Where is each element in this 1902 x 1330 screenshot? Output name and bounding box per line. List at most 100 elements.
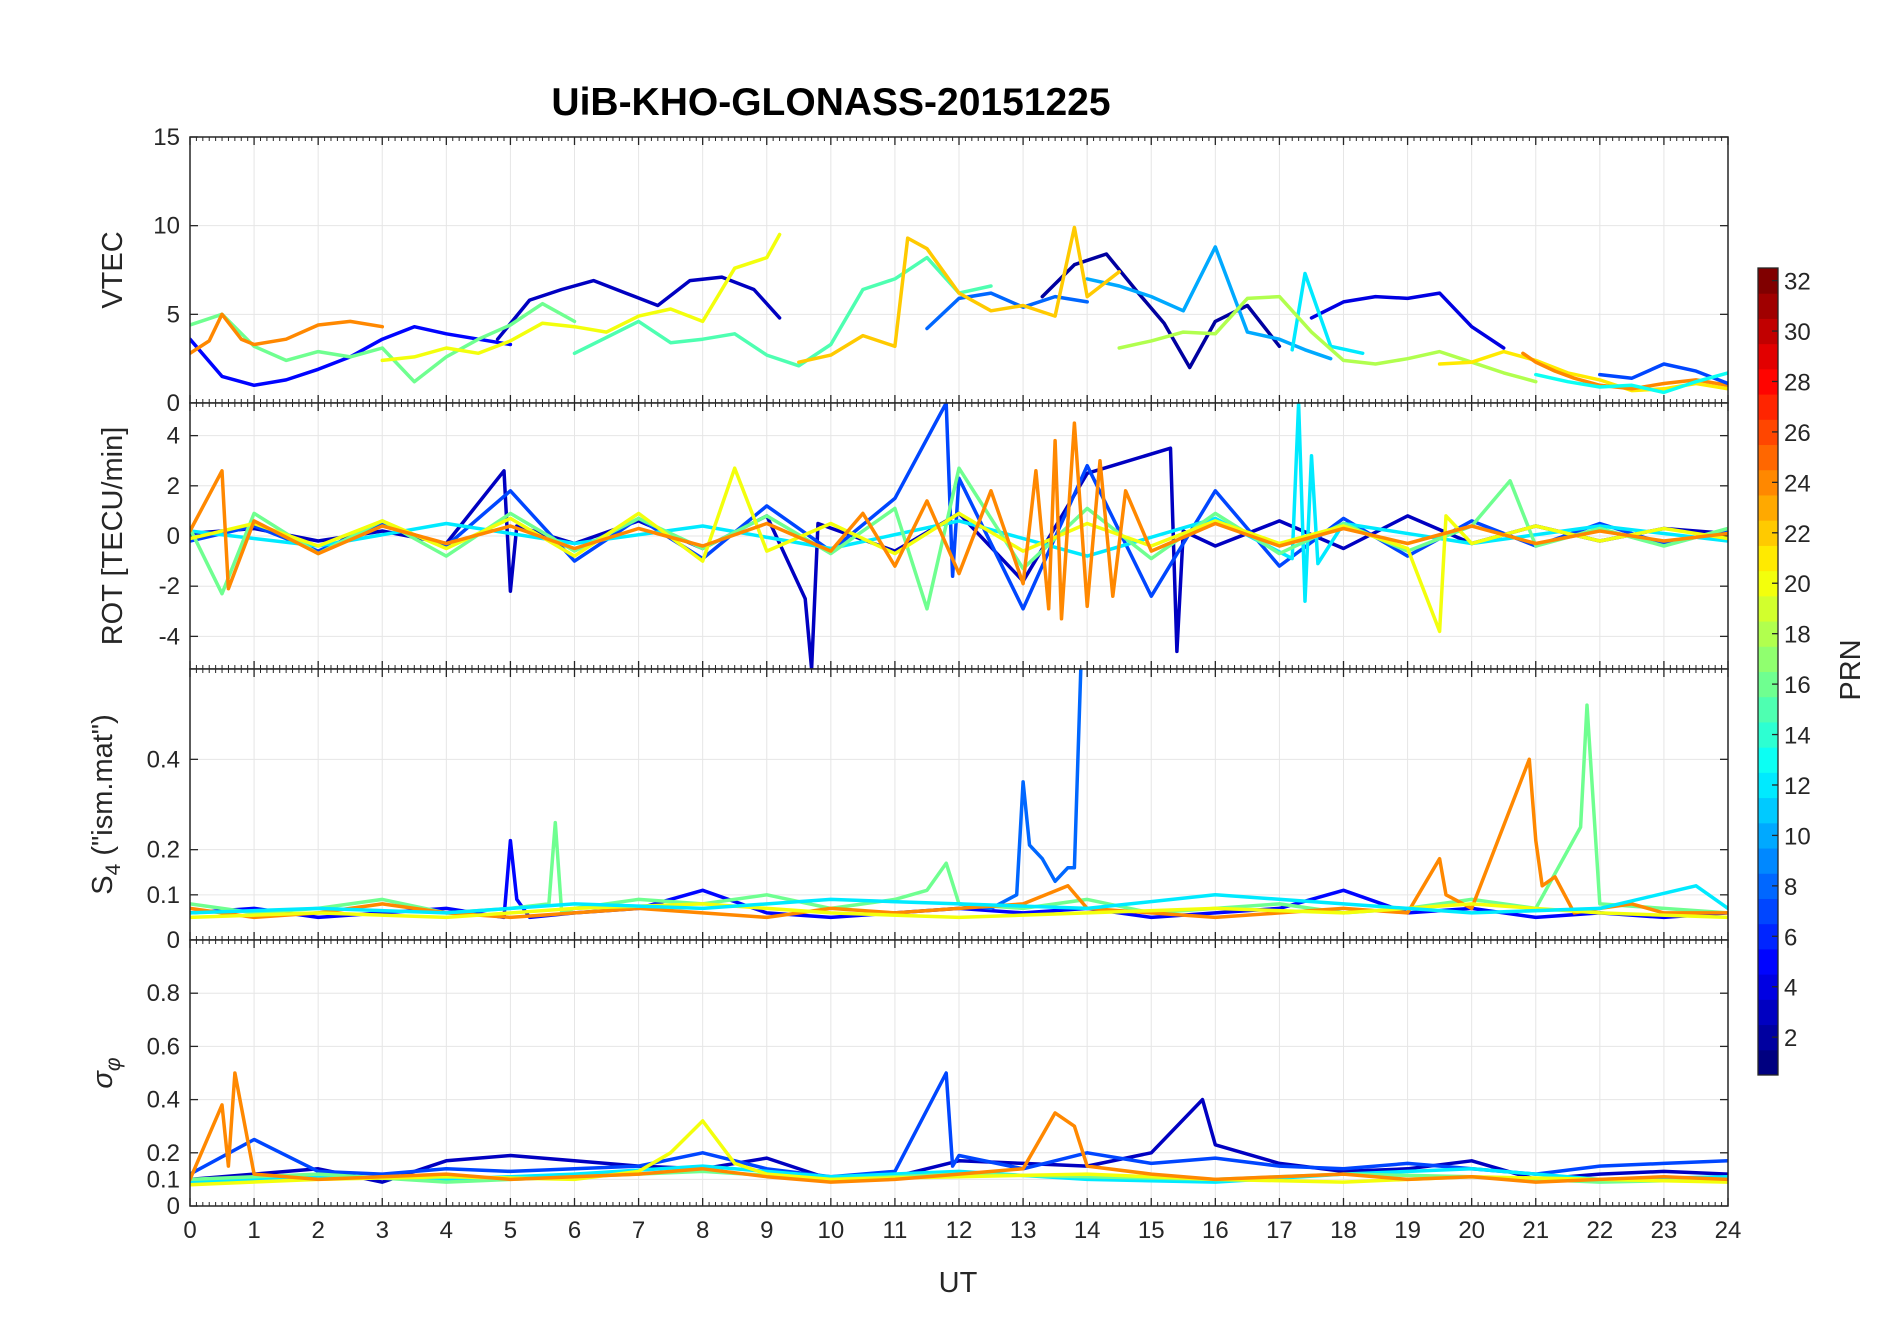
colorbar-tick-label: 2 (1784, 1025, 1797, 1052)
panel-sigma-ylabel: σφ (87, 1057, 125, 1089)
colorbar-tick-label: 10 (1784, 823, 1811, 850)
colorbar-segment (1758, 999, 1778, 1026)
colorbar-tick-label: 8 (1784, 874, 1797, 901)
x-tick-label: 13 (1010, 1217, 1037, 1244)
panel-vtec-series-prn-20 (380, 232, 782, 363)
panel-vtec-ylabel: VTEC (97, 231, 129, 308)
panel-rot-ytick-label: 0 (167, 523, 180, 550)
panel-vtec-series-prn-22 (797, 225, 1121, 364)
panel-vtec-series-prn-3 (495, 275, 782, 341)
panel-sigma: 00.10.2 0.4 0.6 0.8 σφ (87, 939, 1729, 1220)
panel-rot-ytick-label: 2 (167, 473, 180, 500)
panel-vtec-series-prn-12 (1290, 271, 1365, 356)
colorbar-segment (1758, 873, 1778, 899)
x-tick-label: 17 (1266, 1217, 1293, 1244)
x-tick-label: 22 (1586, 1217, 1613, 1244)
x-tick-label: 4 (440, 1217, 453, 1244)
colorbar-segment (1758, 318, 1778, 345)
x-tick-label: 0 (183, 1217, 196, 1244)
x-tick-label: 14 (1074, 1217, 1101, 1244)
panel-s4-ytick-label: 0.4 (147, 746, 180, 773)
colorbar-segment (1758, 368, 1778, 395)
colorbar-segment (1758, 671, 1778, 698)
x-tick-label: 19 (1394, 1217, 1421, 1244)
panel-vtec-series-prn-16 (190, 301, 577, 384)
panel-s4-series-group (190, 669, 1728, 920)
panel-vtec-series-prn-24 (190, 312, 385, 356)
x-tick-label: 5 (504, 1217, 517, 1244)
colorbar-segment (1758, 1049, 1778, 1076)
panel-rot-series-prn-24 (190, 421, 1728, 621)
x-tick-label: 8 (696, 1217, 709, 1244)
colorbar-tick-label: 24 (1784, 470, 1811, 497)
colorbar-segment (1758, 747, 1778, 773)
panel-rot-series-prn-3 (190, 446, 1728, 669)
panel-vtec-series-group (190, 225, 1728, 395)
panel-rot-ylabel: ROT [TECU/min] (97, 427, 129, 646)
colorbar-segment (1758, 696, 1778, 723)
colorbar-tick-label: 22 (1784, 521, 1811, 548)
x-tick-label: 24 (1715, 1217, 1742, 1244)
panel-sigma-ytick-label: 0.2 (147, 1140, 180, 1167)
colorbar-tick-label: 16 (1784, 672, 1811, 699)
panel-vtec-series-prn-4 (1309, 291, 1506, 350)
colorbar-segment (1758, 621, 1778, 647)
x-tick-label: 16 (1202, 1217, 1229, 1244)
colorbar-segment (1758, 394, 1778, 420)
colorbar-tick-label: 26 (1784, 420, 1811, 447)
panel-rot-ytick-label: -4 (159, 623, 180, 650)
panel-rot-series-group (190, 403, 1728, 669)
panel-sigma-ytick-label: 0.4 (147, 1087, 180, 1114)
panel-rot-ytick-label: -2 (159, 573, 180, 600)
panel-s4-series-prn-24 (190, 757, 1728, 920)
colorbar-frame (1757, 267, 1779, 1076)
colorbar-segment (1758, 721, 1778, 748)
colorbar-segment (1758, 848, 1778, 874)
panel-vtec-ytick-label: 0 (167, 390, 180, 417)
panel-s4-ytick-label: 0 (167, 927, 180, 954)
x-tick-label: 18 (1330, 1217, 1357, 1244)
colorbar-segment (1758, 797, 1778, 824)
colorbar-segment (1758, 520, 1778, 546)
panel-sigma-ytick-label: 0.1 (147, 1166, 180, 1193)
colorbar-segment (1758, 293, 1778, 319)
x-tick-label: 9 (760, 1217, 773, 1244)
x-tick-label: 11 (882, 1217, 907, 1244)
colorbar-segment (1758, 923, 1778, 950)
colorbar-tick-label: 4 (1784, 975, 1797, 1002)
x-tick-label: 3 (376, 1217, 389, 1244)
panel-s4: 0 0.1 0.2 0.4 S4 ("ism.mat") (87, 668, 1729, 954)
panel-s4-series-prn-20 (190, 902, 1728, 920)
x-tick-label: 20 (1458, 1217, 1485, 1244)
panel-sigma-ytick-label: 0 (167, 1193, 180, 1220)
panel-vtec-series-prn-13 (1534, 371, 1728, 395)
colorbar-segment (1758, 595, 1778, 622)
colorbar-segment (1758, 570, 1778, 597)
panel-vtec-ytick-label: 10 (153, 213, 180, 240)
colorbar-segment (1758, 545, 1778, 572)
colorbar-tick-label: 28 (1784, 369, 1811, 396)
colorbar-segment (1758, 444, 1778, 471)
panel-s4-series-prn-8 (957, 669, 1083, 911)
x-tick-label: 10 (817, 1217, 844, 1244)
panel-sigma-series-prn-24 (190, 1071, 1728, 1184)
colorbar-segment (1758, 822, 1778, 849)
panel-vtec-series-prn-10 (1085, 245, 1333, 361)
panel-rot: -4 -2 0 2 4 ROT [TECU/min] (97, 402, 1729, 670)
colorbar-tick-label: 30 (1784, 319, 1811, 346)
panel-sigma-ytick-label: 0.6 (147, 1033, 180, 1060)
colorbar-segment (1758, 974, 1778, 1000)
x-tick-label: 21 (1522, 1217, 1549, 1244)
x-tick-label: 1 (247, 1217, 260, 1244)
x-axis-label: UT (939, 1267, 978, 1299)
panel-sigma-frame (189, 939, 1729, 1207)
colorbar-tick-label: 14 (1784, 723, 1811, 750)
chart-title: UiB-KHO-GLONASS-20151225 (551, 81, 1110, 124)
panel-s4-ytick-label: 0.1 (147, 882, 180, 909)
colorbar-tick-label: 6 (1784, 924, 1797, 951)
colorbar-tick-label: 32 (1784, 269, 1811, 296)
panel-s4-ytick-label: 0.2 (147, 837, 180, 864)
panel-sigma-series-group (190, 1071, 1728, 1187)
